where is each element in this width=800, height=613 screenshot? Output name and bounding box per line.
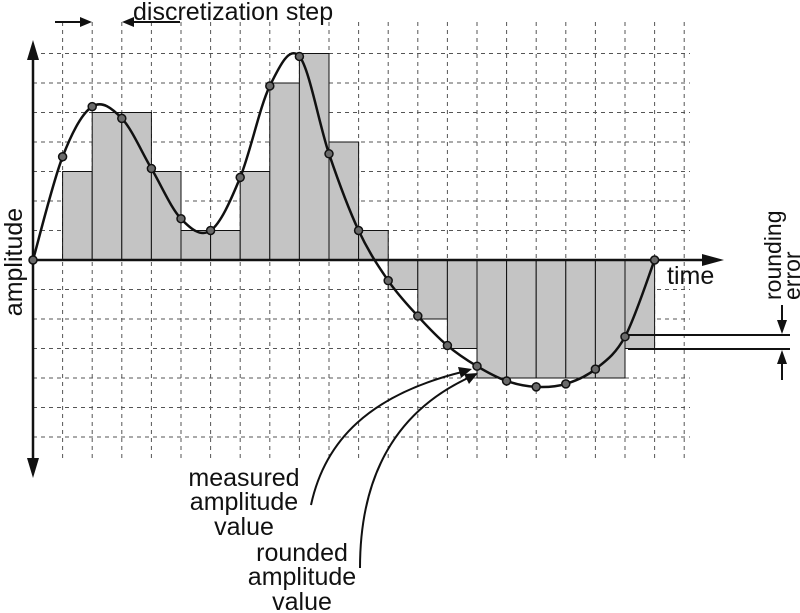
rounded-pointer	[359, 377, 469, 569]
sample-points	[28, 51, 660, 392]
rounding-error-indicator	[628, 305, 790, 380]
rounding-label: rounding	[760, 210, 786, 300]
amplitude-axis-arrow-down	[27, 458, 39, 478]
measured-label-line-1: measured	[188, 464, 299, 492]
error-arrow-down	[777, 320, 787, 334]
sample-point	[442, 340, 453, 351]
rounded-bar	[476, 259, 508, 379]
discretization-step-marker	[55, 17, 180, 27]
rounded-bar	[328, 141, 360, 261]
error-label: error	[779, 251, 800, 300]
rounded-label-line-1: rounded	[256, 539, 348, 567]
signal-curve	[31, 52, 656, 389]
rounded-bar	[298, 53, 330, 261]
rounded-bar	[180, 230, 212, 261]
amplitude-axis-arrow-up	[27, 40, 39, 60]
rounded-bar	[387, 259, 419, 290]
time-label: time	[667, 262, 714, 290]
rounded-bar	[506, 259, 537, 379]
rounded-label-line-3: value	[272, 588, 332, 613]
rounded-bar	[62, 171, 93, 261]
sample-point	[413, 311, 423, 321]
time-axis-arrow	[702, 254, 724, 266]
measured-label-line-3: value	[214, 513, 274, 541]
rounded-bar	[535, 259, 567, 379]
sample-point	[383, 275, 393, 286]
sample-point	[501, 376, 512, 386]
sample-point	[590, 364, 601, 374]
sample-point	[265, 81, 275, 91]
sample-point	[205, 225, 216, 236]
sample-point	[117, 113, 127, 124]
sample-point	[235, 172, 245, 183]
sample-point	[294, 51, 305, 62]
amplitude-label: amplitude	[0, 208, 28, 316]
rounded-bar	[150, 171, 182, 261]
sample-point	[561, 379, 571, 389]
sample-point	[353, 225, 364, 236]
sample-point	[649, 255, 660, 265]
error-arrow-up	[777, 350, 787, 364]
rounded-bar	[594, 259, 626, 379]
step-arrow-right	[80, 17, 92, 27]
sample-point	[531, 382, 541, 392]
sample-point	[620, 331, 630, 342]
rounded-bar	[91, 112, 123, 261]
sample-point	[57, 152, 68, 162]
rounded-bar	[417, 259, 448, 320]
sample-point	[472, 361, 482, 371]
pointer-arrows	[310, 367, 478, 569]
rounded-bar	[269, 82, 300, 261]
rounded-bar	[210, 230, 241, 261]
rounded-bar	[358, 230, 389, 261]
rounded-bar	[239, 171, 271, 261]
discretization-step-label: discretization step	[133, 0, 333, 26]
sample-point	[28, 255, 38, 265]
sample-point	[176, 213, 186, 224]
rounded-bars	[62, 53, 656, 379]
measured-label-line-2: amplitude	[190, 488, 298, 516]
measured-pointer	[310, 371, 463, 506]
rounded-label-line-2: amplitude	[248, 563, 356, 591]
rounded-bar	[565, 259, 596, 379]
step-arrow-left	[122, 17, 134, 27]
rounded-bar	[446, 259, 478, 349]
sample-point	[87, 101, 97, 112]
rounded-bar	[121, 112, 152, 261]
sample-point	[146, 163, 157, 174]
sample-point	[324, 149, 334, 159]
